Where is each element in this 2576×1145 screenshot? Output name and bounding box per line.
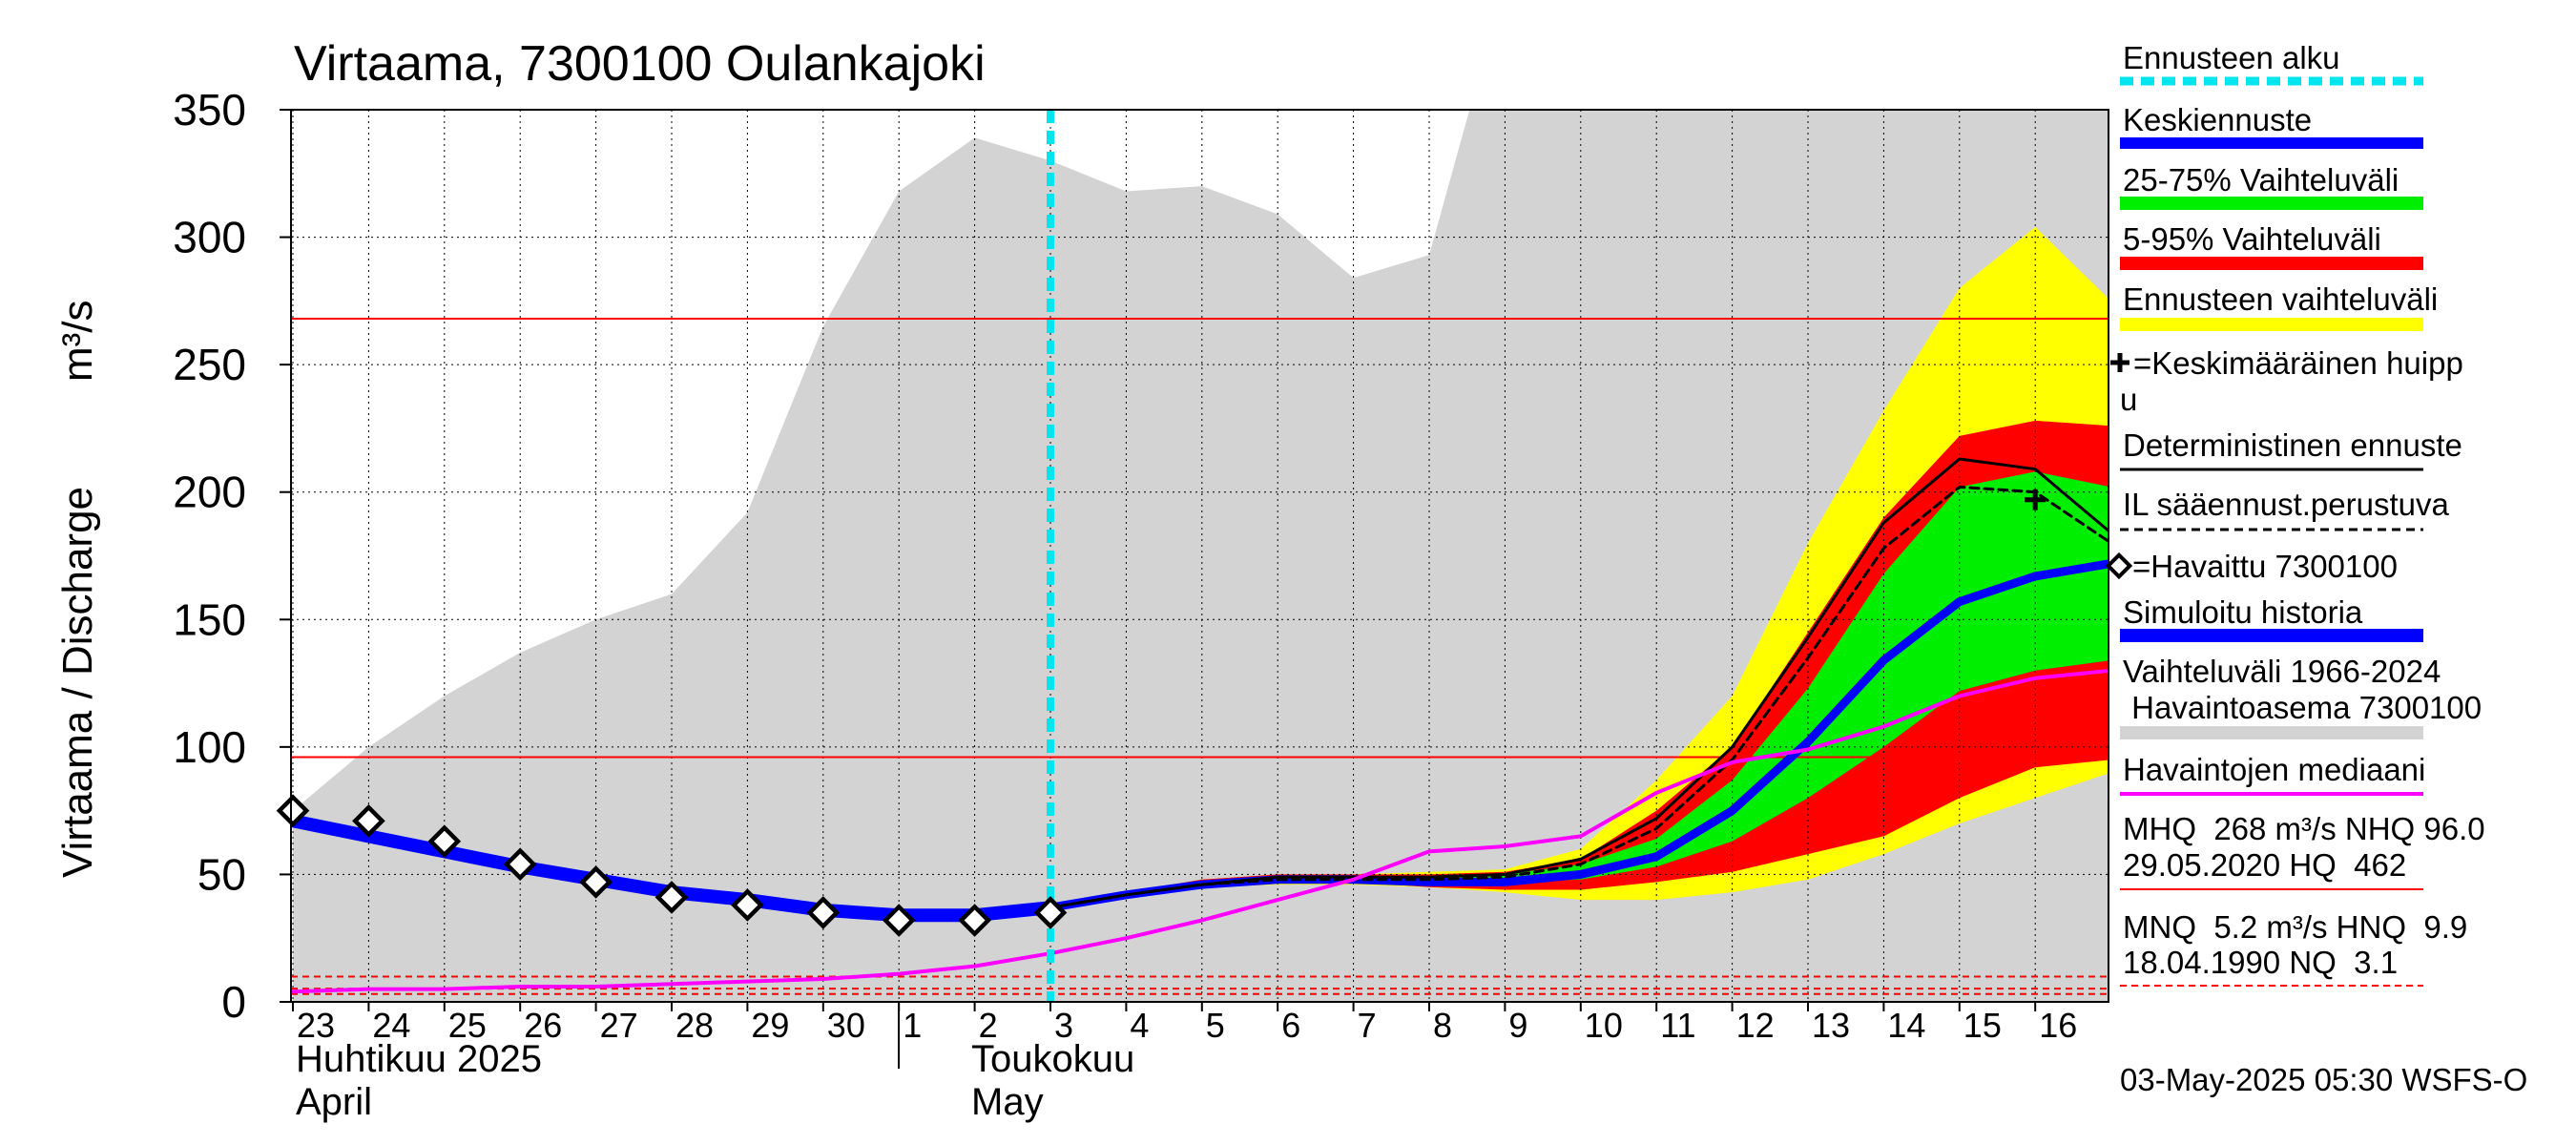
y-tick-label-250: 250 <box>173 340 246 389</box>
series-il-s-ennust-perustuva <box>1049 485 2109 909</box>
y-tick-label-100: 100 <box>173 722 246 772</box>
observed-point-0 <box>276 794 310 827</box>
x-tick-label-13: 13 <box>1812 1006 1850 1045</box>
x-tick-label-11: 11 <box>1660 1006 1695 1045</box>
y-tick-label-150: 150 <box>173 594 246 644</box>
legend-median: Havaintojen mediaani <box>2123 752 2425 787</box>
observed-point-10 <box>1033 896 1068 929</box>
month-label-april-fi: Huhtikuu 2025 <box>296 1038 542 1080</box>
observed-point-5 <box>654 881 689 914</box>
x-tick-label-25: 25 <box>448 1006 487 1045</box>
legend-mean-peak-line2: u <box>2120 382 2137 417</box>
x-tick-label-8: 8 <box>1433 1006 1452 1045</box>
legend-il-forecast: IL sääennust.perustuva <box>2123 487 2449 522</box>
legend-mean-peak-icon <box>2110 353 2129 372</box>
legend-forecast-range: Ennusteen vaihteluväli <box>2123 281 2438 317</box>
legend-simulated: Simuloitu historia <box>2123 594 2363 630</box>
x-tick-label-12: 12 <box>1736 1006 1775 1045</box>
y-tick-label-200: 200 <box>173 468 246 517</box>
y-axis-label: Virtaama / Discharge <box>54 487 101 878</box>
legend-stats-2: 29.05.2020 HQ 462 <box>2123 847 2406 883</box>
history-range-area <box>293 110 2109 1002</box>
x-tick-label-1: 1 <box>903 1006 922 1045</box>
x-tick-label-14: 14 <box>1887 1006 1925 1045</box>
legend-observed: =Havaittu 7300100 <box>2132 549 2398 584</box>
legend-observed-icon <box>2105 552 2133 580</box>
x-tick-label-27: 27 <box>600 1006 638 1045</box>
x-tick-label-28: 28 <box>675 1006 714 1045</box>
series-layer <box>291 457 2109 994</box>
footer-timestamp: 03-May-2025 05:30 WSFS-O <box>2120 1062 2527 1097</box>
observed-point-6 <box>731 888 764 922</box>
series-havaintojen-mediaani <box>291 668 2109 994</box>
observed-point-7 <box>806 896 841 929</box>
legend-range-25-75: 25-75% Vaihteluväli <box>2123 162 2399 198</box>
observed-point-4 <box>579 865 613 899</box>
legend-history-range-line1: Vaihteluväli 1966-2024 <box>2123 654 2441 689</box>
x-tick-label-26: 26 <box>524 1006 562 1045</box>
observed-point-1 <box>352 804 385 838</box>
x-tick-label-4: 4 <box>1130 1006 1149 1045</box>
x-tick-label-5: 5 <box>1206 1006 1225 1045</box>
legend-mean-forecast: Keskiennuste <box>2123 102 2312 137</box>
legend-forecast-start: Ennusteen alku <box>2123 40 2340 75</box>
range-5-95-band <box>1050 420 2109 910</box>
x-tick-label-7: 7 <box>1358 1006 1377 1045</box>
observed-point-2 <box>427 824 462 859</box>
y-tick-label-0: 0 <box>221 977 246 1027</box>
x-tick-label-15: 15 <box>1963 1006 2002 1045</box>
range-25-75-band <box>1050 471 2109 908</box>
legend: Ennusteen alku Keskiennuste 25-75% Vaiht… <box>2105 40 2485 987</box>
x-tick-label-3: 3 <box>1054 1006 1073 1045</box>
legend-stats-1: MHQ 268 m³/s NHQ 96.0 <box>2123 811 2485 846</box>
y-tick-label-300: 300 <box>173 213 246 262</box>
x-tick-label-16: 16 <box>2039 1006 2077 1045</box>
x-tick-label-24: 24 <box>372 1006 410 1045</box>
y-tick-label-50: 50 <box>197 849 246 899</box>
x-tick-label-23: 23 <box>297 1006 335 1045</box>
y-axis-unit: m³/s <box>54 300 101 382</box>
legend-history-range-line2: Havaintoasema 7300100 <box>2123 690 2482 725</box>
x-tick-label-6: 6 <box>1281 1006 1300 1045</box>
legend-stats-4: 18.04.1990 NQ 3.1 <box>2123 945 2398 980</box>
legend-mean-peak-line1: =Keskimääräinen huipp <box>2133 345 2463 381</box>
month-label-may-en: May <box>971 1081 1044 1123</box>
legend-range-5-95: 5-95% Vaihteluväli <box>2123 221 2381 257</box>
month-label-may-fi: Toukokuu <box>971 1038 1134 1080</box>
y-tick-label-350: 350 <box>173 85 246 135</box>
chart-title: Virtaama, 7300100 Oulankajoki <box>294 36 986 92</box>
markers-layer <box>276 110 2046 1002</box>
x-tick-label-29: 29 <box>751 1006 789 1045</box>
observed-point-8 <box>882 904 916 937</box>
legend-stats-3: MNQ 5.2 m³/s HNQ 9.9 <box>2123 909 2467 945</box>
reference-lines-layer <box>291 318 2109 995</box>
observed-point-3 <box>503 847 537 882</box>
x-tick-label-9: 9 <box>1508 1006 1527 1045</box>
x-tick-label-2: 2 <box>979 1006 998 1045</box>
legend-deterministic: Deterministinen ennuste <box>2123 427 2462 463</box>
observed-point-9 <box>958 904 991 937</box>
plot-frame <box>290 109 2109 1003</box>
month-label-april-en: April <box>296 1081 372 1123</box>
x-tick-label-30: 30 <box>827 1006 865 1045</box>
x-tick-label-10: 10 <box>1585 1006 1623 1045</box>
